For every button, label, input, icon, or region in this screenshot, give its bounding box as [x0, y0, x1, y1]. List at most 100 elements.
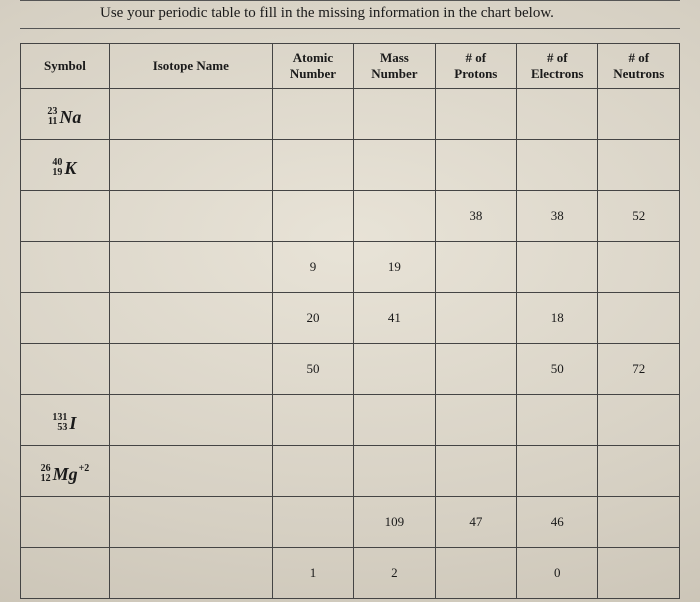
cell-isotope-name: [109, 140, 272, 191]
nuclide-atomic-number: 19: [52, 168, 62, 178]
nuclide-notation: 2612Mg+2: [41, 464, 90, 484]
table-row: 919: [21, 242, 680, 293]
cell-electrons: 50: [517, 344, 598, 395]
cell-protons: [435, 293, 516, 344]
cell-isotope-name: [109, 395, 272, 446]
cell-atomic-number: [272, 395, 353, 446]
cell-neutrons: 52: [598, 191, 680, 242]
col-electrons-l1: # of: [517, 50, 597, 66]
cell-neutrons: [598, 497, 680, 548]
col-electrons-l2: Electrons: [517, 66, 597, 82]
cell-symbol: [21, 497, 110, 548]
cell-atomic-number: [272, 497, 353, 548]
table-row: 204118: [21, 293, 680, 344]
cell-neutrons: [598, 395, 680, 446]
cell-symbol: 2612Mg+2: [21, 446, 110, 497]
table-row: 4019K: [21, 140, 680, 191]
col-neutrons: # of Neutrons: [598, 44, 680, 89]
cell-atomic-number: 9: [272, 242, 353, 293]
nuclide-charge: +2: [79, 464, 90, 474]
table-header: Symbol Isotope Name Atomic Number Mass N…: [21, 44, 680, 89]
nuclide-mass: 40: [52, 158, 62, 168]
cell-isotope-name: [109, 242, 272, 293]
col-name: Isotope Name: [109, 44, 272, 89]
cell-isotope-name: [109, 191, 272, 242]
cell-mass-number: [354, 395, 435, 446]
cell-symbol: [21, 191, 110, 242]
cell-atomic-number: 1: [272, 548, 353, 599]
cell-protons: [435, 89, 516, 140]
cell-neutrons: [598, 89, 680, 140]
table-row: 12 0: [21, 548, 680, 599]
cell-mass-number: 109: [354, 497, 435, 548]
col-protons: # of Protons: [435, 44, 516, 89]
cell-electrons: 0: [517, 548, 598, 599]
cell-protons: [435, 242, 516, 293]
cell-electrons: [517, 140, 598, 191]
cell-isotope-name: [109, 446, 272, 497]
col-protons-l2: Protons: [436, 66, 516, 82]
cell-neutrons: [598, 242, 680, 293]
instruction-text: Use your periodic table to fill in the m…: [20, 0, 680, 29]
nuclide-element: I: [67, 414, 77, 432]
cell-atomic-number: [272, 140, 353, 191]
cell-neutrons: [598, 548, 680, 599]
cell-symbol: [21, 344, 110, 395]
cell-electrons: [517, 446, 598, 497]
cell-electrons: [517, 395, 598, 446]
nuclide-notation: 4019K: [52, 158, 77, 178]
cell-atomic-number: [272, 89, 353, 140]
cell-protons: 47: [435, 497, 516, 548]
cell-mass-number: [354, 140, 435, 191]
nuclide-element: Mg: [51, 465, 79, 483]
cell-protons: [435, 548, 516, 599]
cell-mass-number: [354, 89, 435, 140]
nuclide-mass: 23: [47, 107, 57, 117]
col-neutrons-l2: Neutrons: [598, 66, 679, 82]
cell-symbol: 13153I: [21, 395, 110, 446]
nuclide-notation: 2311Na: [47, 107, 82, 127]
cell-symbol: [21, 548, 110, 599]
cell-mass-number: [354, 344, 435, 395]
cell-isotope-name: [109, 293, 272, 344]
cell-protons: [435, 140, 516, 191]
col-mass-number: Mass Number: [354, 44, 435, 89]
cell-isotope-name: [109, 548, 272, 599]
cell-isotope-name: [109, 344, 272, 395]
nuclide-element: K: [62, 159, 77, 177]
col-mass-l2: Number: [354, 66, 434, 82]
cell-isotope-name: [109, 497, 272, 548]
cell-mass-number: 19: [354, 242, 435, 293]
nuclide-element: Na: [57, 108, 82, 126]
nuclide-notation: 13153I: [52, 413, 77, 433]
cell-neutrons: [598, 293, 680, 344]
nuclide-mass: 131: [52, 413, 67, 423]
cell-mass-number: 2: [354, 548, 435, 599]
cell-atomic-number: 50: [272, 344, 353, 395]
cell-electrons: [517, 89, 598, 140]
nuclide-atomic-number: 11: [47, 117, 57, 127]
table-row: 13153I: [21, 395, 680, 446]
table-row: 2311Na: [21, 89, 680, 140]
cell-symbol: [21, 242, 110, 293]
cell-electrons: 38: [517, 191, 598, 242]
col-mass-l1: Mass: [354, 50, 434, 66]
cell-electrons: [517, 242, 598, 293]
nuclide-mass: 26: [41, 464, 51, 474]
cell-protons: [435, 344, 516, 395]
col-atomic-l1: Atomic: [273, 50, 353, 66]
col-atomic-l2: Number: [273, 66, 353, 82]
cell-symbol: [21, 293, 110, 344]
cell-atomic-number: 20: [272, 293, 353, 344]
table-body: 2311Na4019K38385291920411850507213153I26…: [21, 89, 680, 599]
col-symbol: Symbol: [21, 44, 110, 89]
cell-neutrons: 72: [598, 344, 680, 395]
col-neutrons-l1: # of: [598, 50, 679, 66]
table-row: 505072: [21, 344, 680, 395]
table-row: 2612Mg+2: [21, 446, 680, 497]
cell-mass-number: [354, 446, 435, 497]
cell-protons: 38: [435, 191, 516, 242]
table-row: 1094746: [21, 497, 680, 548]
cell-protons: [435, 446, 516, 497]
cell-symbol: 2311Na: [21, 89, 110, 140]
